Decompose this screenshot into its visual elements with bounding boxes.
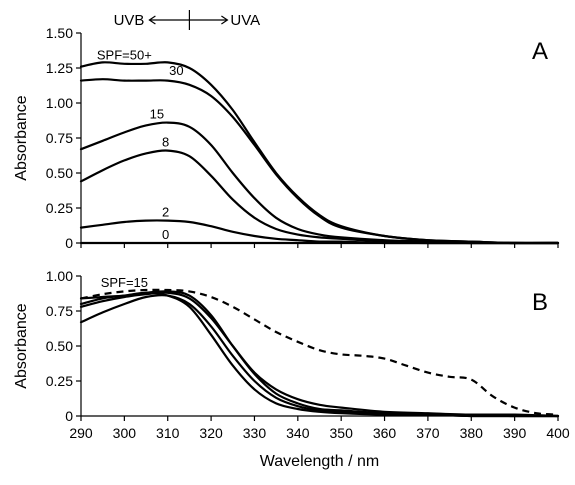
uvb-label: UVB	[114, 12, 145, 29]
y-tick-label: 0.50	[46, 338, 73, 354]
series-line-2	[79, 290, 560, 418]
series-line-2	[79, 219, 560, 245]
curve-label: SPF=50+	[97, 48, 152, 63]
y-tick-label: 0	[65, 408, 73, 424]
series-line-8	[79, 149, 560, 245]
series-line-3	[79, 291, 560, 418]
series-line-15	[79, 121, 560, 245]
x-tick-label: 300	[113, 425, 137, 441]
x-tick-label: 290	[69, 425, 93, 441]
x-axis-title: Wavelength / nm	[260, 453, 379, 470]
y-tick-label: 1.50	[46, 25, 73, 41]
x-tick-label: 390	[503, 425, 527, 441]
uva-label: UVA	[230, 12, 260, 29]
curve-label: 15	[150, 106, 164, 121]
x-tick-label: 370	[416, 425, 440, 441]
y-tick-label: 0	[65, 235, 73, 251]
x-tick-label: 340	[286, 425, 310, 441]
panel-label: B	[532, 289, 548, 316]
y-tick-label: 0.75	[46, 130, 73, 146]
x-tick-label: 350	[330, 425, 354, 441]
panel-label: A	[532, 38, 548, 65]
curve-label: 0	[162, 227, 169, 242]
panel-b: 0 0.25 0.50 0.75 1.00 290 300 310 320 330 340 350 36…	[13, 268, 570, 470]
y-tick-label: 1.25	[46, 60, 73, 76]
y-tick-label: 0.50	[46, 165, 73, 181]
panel-a: 0 0.25 0.50 0.75 1.00 1.25 1.50 Absorbance A SPF=…	[13, 10, 560, 251]
curve-label: SPF=15	[101, 275, 148, 290]
curve-label: 2	[162, 204, 169, 219]
curve-label: 30	[169, 63, 183, 78]
y-tick-label: 0.25	[46, 200, 73, 216]
x-tick-label: 320	[199, 425, 223, 441]
y-tick-label: 0.25	[46, 373, 73, 389]
y-axis-title: Absorbance	[13, 303, 30, 388]
series-line-spf15	[79, 294, 560, 418]
x-tick-label: 360	[373, 425, 397, 441]
y-tick-label: 1.00	[46, 95, 73, 111]
curve-label: 8	[162, 134, 169, 149]
series-line-1	[79, 291, 560, 418]
x-tick-label: 380	[460, 425, 484, 441]
y-tick-label: 0.75	[46, 303, 73, 319]
x-tick-label: 330	[243, 425, 267, 441]
y-axis-title: Absorbance	[13, 95, 30, 180]
uva-arrowhead	[221, 15, 229, 25]
series-line-30	[79, 78, 560, 245]
x-tick-label: 400	[546, 425, 570, 441]
y-tick-label: 1.00	[46, 268, 73, 284]
uvb-arrowhead	[148, 15, 156, 25]
series-line-4	[80, 288, 559, 416]
x-tick-label: 310	[156, 425, 180, 441]
